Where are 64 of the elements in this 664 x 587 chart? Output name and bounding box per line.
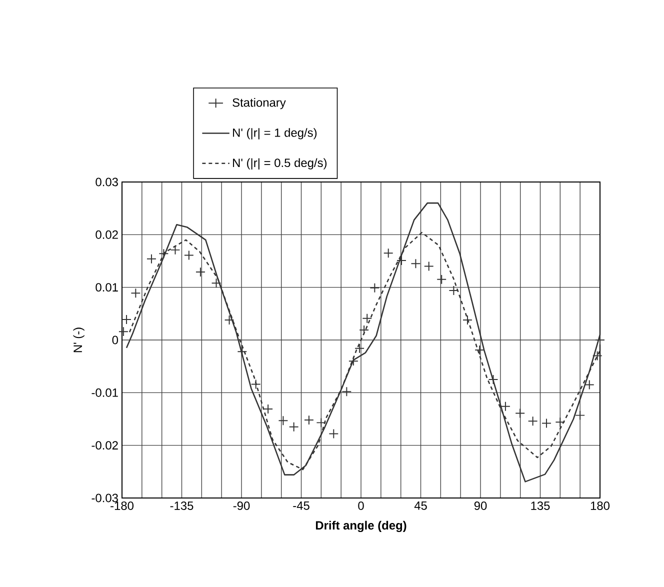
y-tick-label: -0.03 bbox=[92, 494, 118, 502]
point bbox=[224, 315, 234, 325]
point bbox=[515, 408, 526, 418]
y-tick-label: 0.03 bbox=[96, 178, 118, 186]
y-tick-label: 0.02 bbox=[96, 230, 118, 239]
point bbox=[328, 428, 339, 439]
x-tick-label: -135 bbox=[170, 502, 194, 510]
point bbox=[584, 380, 594, 390]
x-tick-label: 90 bbox=[474, 502, 487, 510]
point bbox=[237, 346, 248, 357]
y-axis-title: N' (-) bbox=[73, 328, 84, 352]
point bbox=[474, 345, 485, 355]
point bbox=[436, 274, 447, 284]
point bbox=[211, 278, 222, 288]
y-tick-label: -0.01 bbox=[92, 388, 118, 397]
x-tick-label: 45 bbox=[414, 502, 427, 510]
y-tick-label: -0.02 bbox=[92, 441, 118, 450]
point bbox=[396, 255, 406, 266]
point bbox=[316, 418, 326, 428]
point bbox=[462, 315, 472, 325]
x-axis-title: Drift angle (deg) bbox=[316, 520, 406, 532]
point bbox=[488, 374, 498, 384]
point bbox=[383, 248, 394, 258]
point bbox=[263, 404, 274, 414]
point bbox=[348, 356, 358, 366]
point bbox=[424, 261, 434, 272]
point bbox=[122, 314, 132, 324]
legend-label: N' (|r| = 1 deg/s) bbox=[233, 128, 317, 140]
point bbox=[158, 248, 169, 259]
x-tick-label: -180 bbox=[110, 502, 134, 510]
point bbox=[362, 313, 372, 324]
x-tick-label: 180 bbox=[590, 502, 610, 510]
point bbox=[370, 282, 380, 293]
x-tick-label: -90 bbox=[233, 502, 250, 510]
point bbox=[130, 288, 141, 298]
legend-label: N' (|r| = 0.5 deg/s) bbox=[233, 158, 327, 170]
point bbox=[304, 415, 314, 426]
point bbox=[278, 416, 288, 426]
point bbox=[555, 417, 566, 428]
x-tick-label: 135 bbox=[531, 502, 550, 510]
point bbox=[170, 244, 180, 255]
point bbox=[288, 422, 299, 432]
point bbox=[195, 267, 206, 278]
point bbox=[146, 254, 156, 264]
point bbox=[448, 286, 459, 296]
point bbox=[359, 325, 370, 335]
line-series bbox=[126, 202, 600, 482]
point bbox=[354, 343, 365, 354]
point bbox=[118, 326, 128, 337]
point bbox=[575, 410, 586, 420]
point bbox=[410, 258, 421, 269]
x-tick-label: -45 bbox=[293, 502, 310, 510]
legend-label: Stationary bbox=[232, 98, 286, 110]
point bbox=[500, 401, 510, 412]
point bbox=[592, 350, 602, 361]
point bbox=[184, 250, 194, 260]
y-tick-label: 0.01 bbox=[96, 283, 118, 292]
point bbox=[342, 386, 352, 397]
y-tick-label: 0 bbox=[112, 336, 118, 344]
point bbox=[542, 418, 552, 428]
point bbox=[528, 416, 538, 426]
x-tick-label: 0 bbox=[358, 502, 364, 510]
point bbox=[595, 335, 605, 345]
point bbox=[250, 379, 261, 390]
